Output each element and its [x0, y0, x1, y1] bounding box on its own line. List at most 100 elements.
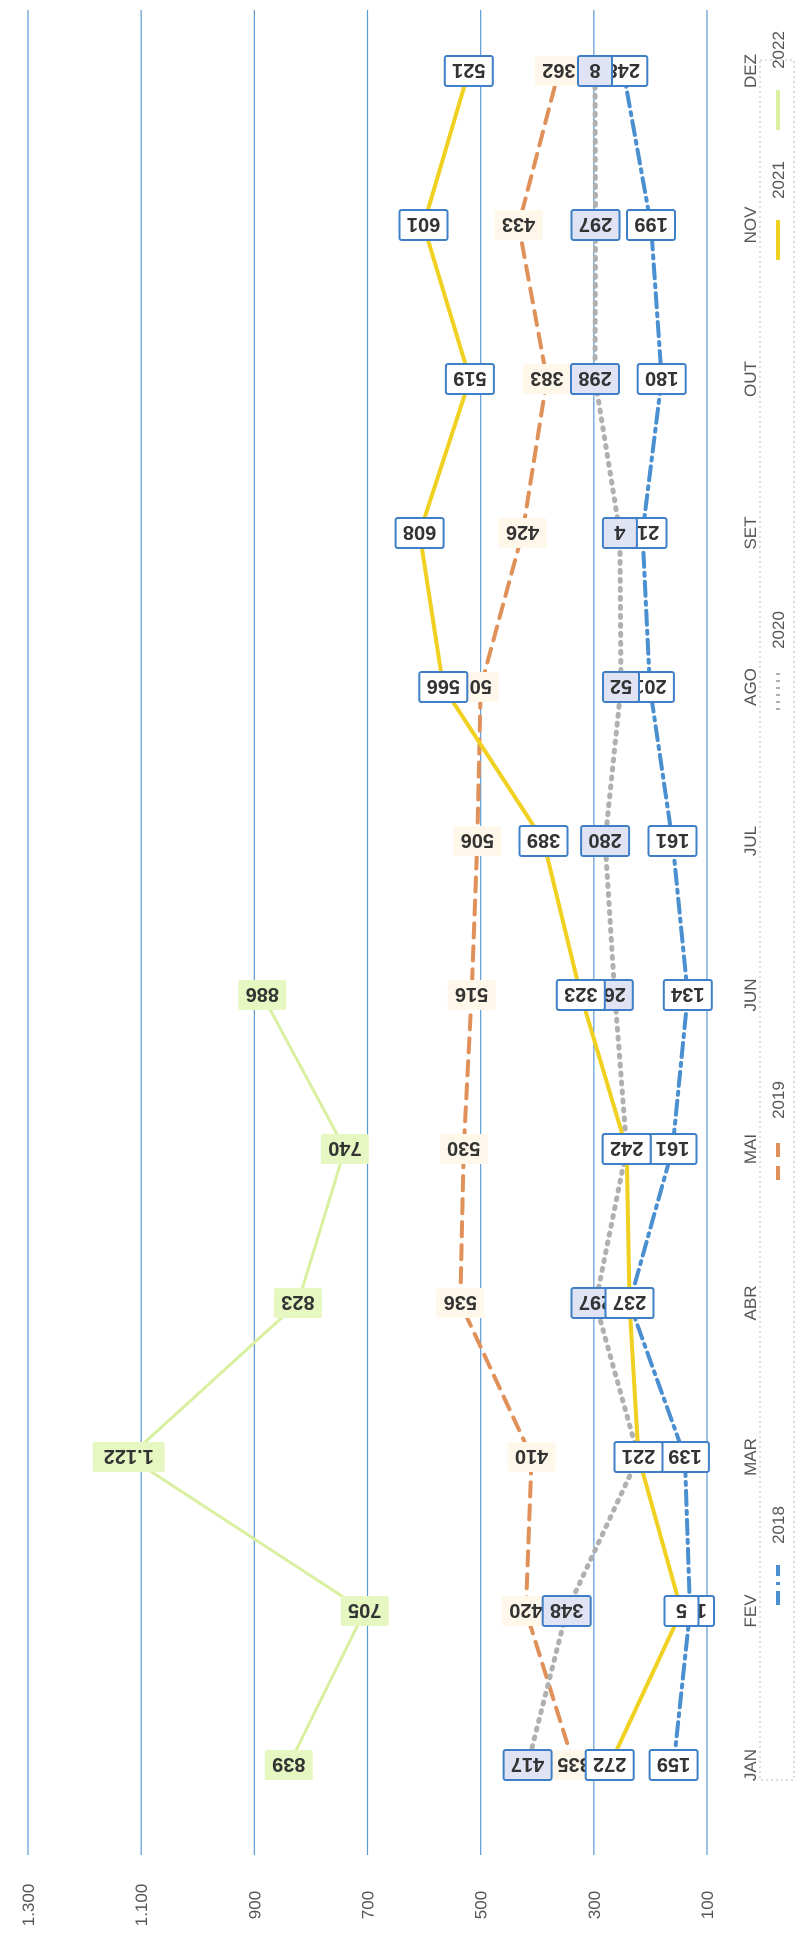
- data-label: 199: [626, 209, 676, 241]
- data-label: 50: [462, 672, 499, 702]
- svg-text:433: 433: [502, 213, 535, 235]
- svg-text:383: 383: [530, 367, 563, 389]
- svg-text:362: 362: [542, 59, 575, 81]
- data-label: 530: [439, 1134, 488, 1164]
- svg-text:740: 740: [328, 1137, 361, 1159]
- data-label: 52: [602, 671, 640, 703]
- data-label: 420: [501, 1596, 550, 1626]
- data-label: 566: [418, 671, 469, 703]
- svg-text:420: 420: [509, 1599, 542, 1621]
- svg-text:389: 389: [527, 829, 560, 851]
- data-label: 536: [436, 1288, 485, 1318]
- svg-text:FEV: FEV: [741, 1594, 760, 1628]
- data-label: 705: [340, 1596, 389, 1626]
- svg-text:8: 8: [589, 59, 600, 81]
- data-label: 323: [555, 979, 606, 1011]
- value-tick: 100: [698, 1891, 717, 1919]
- svg-text:52: 52: [610, 675, 632, 697]
- data-label: 348: [541, 1595, 592, 1627]
- svg-text:297: 297: [579, 1291, 612, 1313]
- svg-text:201: 201: [633, 675, 666, 697]
- legend: 2018 2019 2020 2021 2022: [759, 31, 795, 1781]
- svg-text:426: 426: [506, 521, 539, 543]
- svg-text:100: 100: [698, 1891, 717, 1919]
- svg-text:297: 297: [579, 213, 612, 235]
- legend-label: 2018: [769, 1506, 788, 1544]
- data-label: 886: [238, 980, 287, 1010]
- svg-text:705: 705: [348, 1599, 381, 1621]
- svg-text:26: 26: [604, 983, 626, 1005]
- category-axis-ticks: JAN FEV MAR ABR MAI JUN JUL AGO SET OUT NOV DEZ: [741, 54, 760, 1781]
- legend-label: 2022: [769, 31, 788, 69]
- svg-text:161: 161: [656, 829, 689, 851]
- svg-text:601: 601: [407, 213, 440, 235]
- data-label: 389: [518, 825, 569, 857]
- data-label: 506: [453, 826, 502, 856]
- svg-text:2021: 2021: [769, 161, 788, 199]
- data-label: 221: [613, 1441, 664, 1473]
- data-label: 161: [647, 1133, 698, 1165]
- category-tick: JAN: [741, 1749, 760, 1781]
- data-label: 1.122: [92, 1442, 165, 1472]
- data-label: 601: [398, 209, 449, 241]
- svg-text:ABR: ABR: [741, 1286, 760, 1321]
- series-line-2022: [127, 993, 367, 1767]
- svg-text:2019: 2019: [769, 1081, 788, 1119]
- legend-label: 2020: [769, 611, 788, 649]
- category-tick: DEZ: [741, 54, 760, 88]
- svg-text:410: 410: [515, 1445, 548, 1467]
- svg-text:180: 180: [645, 367, 678, 389]
- svg-text:272: 272: [593, 1753, 626, 1775]
- category-tick: MAR: [741, 1438, 760, 1476]
- svg-text:237: 237: [613, 1291, 646, 1313]
- value-tick: 1.300: [19, 1884, 38, 1927]
- data-label: 297: [570, 209, 621, 241]
- category-tick: NOV: [741, 206, 760, 244]
- category-tick: JUL: [741, 826, 760, 856]
- data-label: 8: [577, 55, 613, 87]
- svg-text:2022: 2022: [769, 31, 788, 69]
- svg-text:500: 500: [472, 1891, 491, 1919]
- svg-text:886: 886: [246, 983, 279, 1005]
- value-tick: 700: [359, 1891, 378, 1919]
- data-label: 237: [604, 1287, 655, 1319]
- svg-text:2018: 2018: [769, 1506, 788, 1544]
- svg-text:4: 4: [613, 521, 625, 543]
- svg-text:1.122: 1.122: [104, 1445, 154, 1467]
- svg-text:MAR: MAR: [741, 1438, 760, 1476]
- category-tick: OUT: [741, 361, 760, 397]
- data-labels: 1591301392371611341612012141801992483354…: [92, 55, 715, 1781]
- svg-text:248: 248: [607, 59, 640, 81]
- data-label: 516: [447, 980, 496, 1010]
- svg-text:5: 5: [676, 1599, 687, 1621]
- category-tick: JUN: [741, 978, 760, 1011]
- svg-text:JUL: JUL: [741, 826, 760, 856]
- svg-text:608: 608: [403, 521, 436, 543]
- svg-text:NOV: NOV: [741, 206, 760, 244]
- svg-text:536: 536: [444, 1291, 477, 1313]
- svg-text:159: 159: [657, 1753, 690, 1775]
- svg-text:900: 900: [245, 1891, 264, 1919]
- svg-text:300: 300: [585, 1891, 604, 1919]
- data-label: 740: [320, 1134, 369, 1164]
- svg-text:161: 161: [656, 1137, 689, 1159]
- svg-text:348: 348: [550, 1599, 583, 1621]
- svg-text:335: 335: [557, 1753, 590, 1775]
- svg-text:2020: 2020: [769, 611, 788, 649]
- svg-text:839: 839: [272, 1753, 305, 1775]
- svg-text:506: 506: [461, 829, 494, 851]
- svg-text:298: 298: [578, 367, 611, 389]
- category-tick: FEV: [741, 1594, 760, 1628]
- data-label: 823: [273, 1288, 322, 1318]
- data-label: 161: [647, 825, 698, 857]
- data-label: 139: [659, 1441, 710, 1473]
- svg-text:521: 521: [452, 59, 485, 81]
- legend-label: 2019: [769, 1081, 788, 1119]
- svg-text:221: 221: [622, 1445, 655, 1467]
- svg-text:DEZ: DEZ: [741, 54, 760, 88]
- svg-text:139: 139: [668, 1445, 701, 1467]
- svg-text:134: 134: [670, 983, 704, 1005]
- data-label: 5: [663, 1595, 700, 1627]
- series-line-2019: [458, 69, 576, 1767]
- series-line-2021: [417, 69, 684, 1767]
